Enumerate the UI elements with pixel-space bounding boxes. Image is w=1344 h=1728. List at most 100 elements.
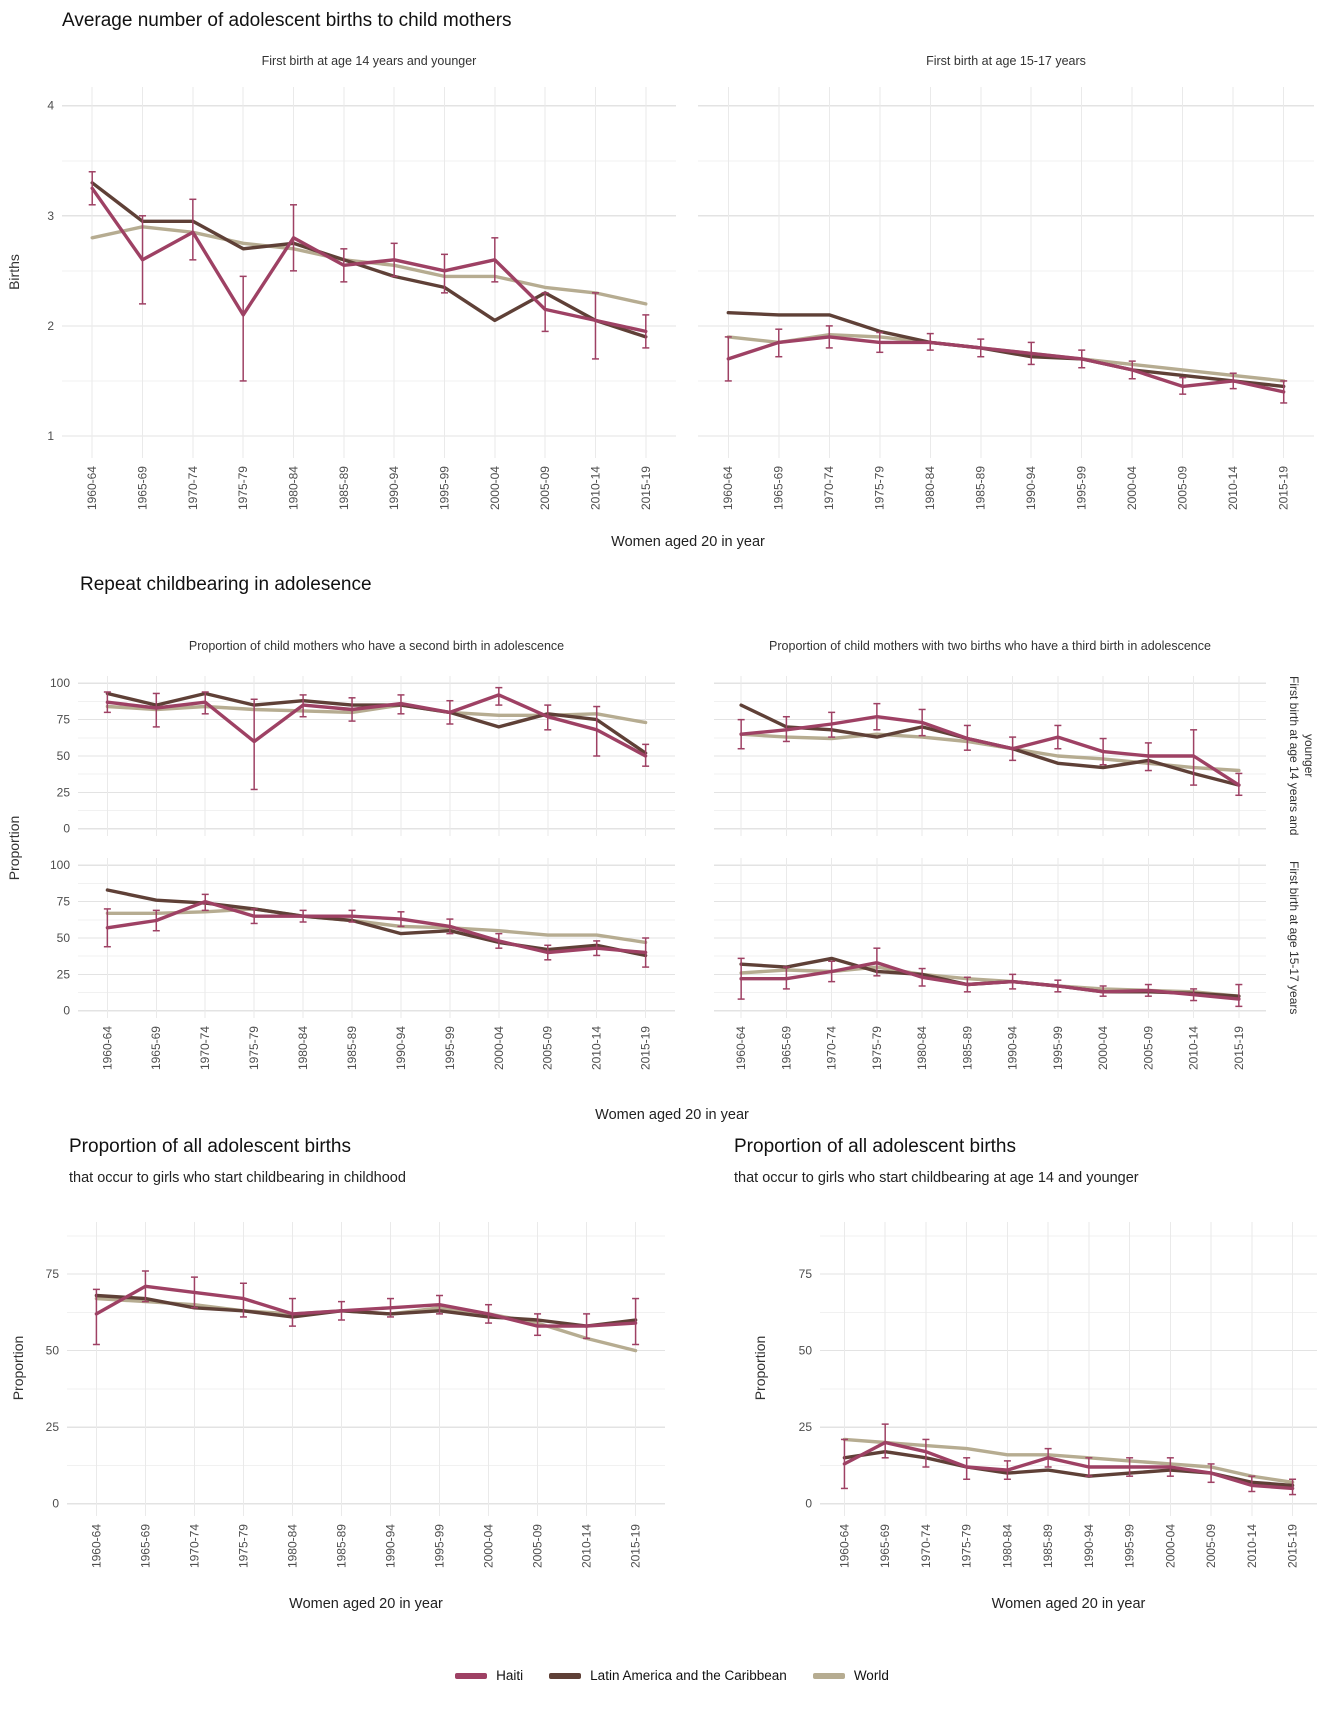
chart-title-childhood-start: Proportion of all adolescent births [69, 1136, 351, 1157]
svg-text:50: 50 [57, 931, 71, 945]
svg-text:75: 75 [46, 1267, 60, 1281]
svg-text:2000-04: 2000-04 [1096, 1026, 1110, 1070]
svg-text:2015-19: 2015-19 [1277, 466, 1291, 510]
svg-text:25: 25 [46, 1420, 60, 1434]
svg-text:50: 50 [799, 1344, 813, 1358]
latin-america-and-the-caribbean-line [94, 1293, 638, 1328]
chart-legend: Haiti Latin America and the Caribbean Wo… [0, 1668, 1344, 1683]
svg-text:1980-84: 1980-84 [285, 1524, 299, 1568]
svg-text:1965-69: 1965-69 [135, 466, 149, 510]
haiti-line [739, 715, 1241, 787]
svg-text:1980-84: 1980-84 [923, 466, 937, 510]
svg-text:75: 75 [57, 713, 71, 727]
svg-text:1995-99: 1995-99 [437, 466, 451, 510]
svg-text:2010-14: 2010-14 [1245, 1524, 1259, 1568]
world-line [842, 1437, 1295, 1485]
svg-text:1990-94: 1990-94 [1082, 1524, 1096, 1568]
svg-text:2000-04: 2000-04 [482, 1524, 496, 1568]
svg-text:0: 0 [52, 1497, 59, 1511]
svg-text:1965-69: 1965-69 [138, 1524, 152, 1568]
svg-text:1980-84: 1980-84 [286, 466, 300, 510]
svg-text:1975-79: 1975-79 [236, 1524, 250, 1568]
haiti-line-swatch [455, 1672, 488, 1679]
legend-label-haiti: Haiti [496, 1668, 524, 1683]
svg-text:1975-79: 1975-79 [247, 1026, 261, 1070]
svg-text:0: 0 [63, 822, 70, 836]
haiti-line [94, 1284, 638, 1328]
y-axis-label-proportion-middle: Proportion [6, 815, 22, 881]
legend-item-world: World [812, 1668, 889, 1683]
svg-text:1990-94: 1990-94 [387, 466, 401, 510]
svg-text:2005-09: 2005-09 [531, 1524, 545, 1568]
svg-text:1970-74: 1970-74 [187, 1524, 201, 1568]
svg-text:2005-09: 2005-09 [541, 1026, 555, 1070]
svg-text:100: 100 [50, 676, 70, 690]
svg-text:2015-19: 2015-19 [1232, 1026, 1246, 1070]
world-line [726, 333, 1286, 383]
svg-text:1995-99: 1995-99 [1123, 1524, 1137, 1568]
svg-text:1985-89: 1985-89 [337, 466, 351, 510]
svg-text:1985-89: 1985-89 [345, 1026, 359, 1070]
svg-text:1975-79: 1975-79 [236, 466, 250, 510]
svg-text:1970-74: 1970-74 [822, 466, 836, 510]
svg-text:2015-19: 2015-19 [1286, 1524, 1300, 1568]
svg-text:1980-84: 1980-84 [915, 1026, 929, 1070]
facet-title-age14-younger: First birth at age 14 years and younger [261, 54, 477, 68]
svg-text:2000-04: 2000-04 [1163, 1524, 1177, 1568]
latin-america-and-the-caribbean-line [90, 181, 648, 339]
latin-america-and-the-caribbean-line [105, 888, 648, 958]
svg-text:1970-74: 1970-74 [198, 1026, 212, 1070]
column-title-third-birth: Proportion of child mothers with two bir… [769, 639, 1211, 653]
haiti-line [726, 335, 1286, 394]
svg-text:2005-09: 2005-09 [1176, 466, 1190, 510]
haiti-line [105, 899, 648, 955]
svg-text:75: 75 [799, 1267, 813, 1281]
svg-text:1985-89: 1985-89 [974, 466, 988, 510]
x-axis-label-births: Women aged 20 in year [611, 534, 765, 550]
svg-text:1960-64: 1960-64 [721, 466, 735, 510]
svg-text:1960-64: 1960-64 [100, 1026, 114, 1070]
svg-text:1980-84: 1980-84 [1000, 1524, 1014, 1568]
legend-item-haiti: Haiti [455, 1668, 523, 1683]
svg-text:2000-04: 2000-04 [1125, 466, 1139, 510]
svg-text:1990-94: 1990-94 [1024, 466, 1038, 510]
haiti-line [739, 961, 1241, 1001]
svg-text:1985-89: 1985-89 [960, 1026, 974, 1070]
svg-text:1970-74: 1970-74 [186, 466, 200, 510]
section-title-average-births: Average number of adolescent births to c… [62, 10, 512, 31]
y-axis-label-proportion-bottom-right: Proportion [752, 1335, 768, 1401]
world-line [105, 907, 648, 945]
svg-text:2000-04: 2000-04 [488, 466, 502, 510]
svg-text:2005-09: 2005-09 [538, 466, 552, 510]
chart-title-age14-start: Proportion of all adolescent births [734, 1136, 1016, 1157]
y-axis-label-proportion-bottom-left: Proportion [10, 1335, 26, 1401]
svg-text:2: 2 [47, 319, 54, 333]
latin-america-and-the-caribbean-line [105, 691, 648, 755]
svg-text:1965-69: 1965-69 [779, 1026, 793, 1070]
svg-text:1960-64: 1960-64 [837, 1524, 851, 1568]
row-strip-age14-younger: First birth at age 14 years and younger [1287, 676, 1316, 836]
legend-item-lac: Latin America and the Caribbean [549, 1668, 787, 1683]
svg-text:1: 1 [47, 429, 54, 443]
svg-text:2010-14: 2010-14 [580, 1524, 594, 1568]
svg-text:1975-79: 1975-79 [870, 1026, 884, 1070]
legend-label-lac: Latin America and the Caribbean [590, 1668, 787, 1683]
svg-text:1980-84: 1980-84 [296, 1026, 310, 1070]
svg-text:2010-14: 2010-14 [1187, 1026, 1201, 1070]
svg-text:1985-89: 1985-89 [334, 1524, 348, 1568]
svg-text:1995-99: 1995-99 [432, 1524, 446, 1568]
svg-text:1995-99: 1995-99 [1051, 1026, 1065, 1070]
y-axis-label-births: Births [6, 254, 22, 290]
svg-text:75: 75 [57, 895, 71, 909]
svg-text:25: 25 [799, 1420, 813, 1434]
svg-text:2010-14: 2010-14 [590, 1026, 604, 1070]
svg-text:1970-74: 1970-74 [825, 1026, 839, 1070]
x-axis-label-bottom-right: Women aged 20 in year [991, 1596, 1146, 1612]
svg-text:2010-14: 2010-14 [1226, 466, 1240, 510]
column-title-second-birth: Proportion of child mothers who have a s… [188, 639, 565, 653]
svg-text:1990-94: 1990-94 [383, 1524, 397, 1568]
svg-text:2015-19: 2015-19 [629, 1524, 643, 1568]
svg-text:2010-14: 2010-14 [588, 466, 602, 510]
